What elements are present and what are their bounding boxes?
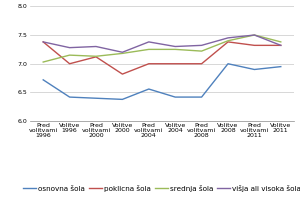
osnovna šola (226, 62, 230, 65)
poklicna šola (147, 62, 151, 65)
poklicna šola (200, 62, 203, 65)
osnovna šola (147, 88, 151, 90)
osnovna šola (41, 79, 45, 81)
osnovna šola (94, 97, 98, 99)
osnovna šola (121, 98, 124, 101)
višja ali visoka šola (253, 34, 256, 36)
Line: višja ali visoka šola: višja ali visoka šola (43, 35, 281, 52)
Line: poklicna šola: poklicna šola (43, 42, 281, 74)
poklicna šola (121, 73, 124, 75)
srednja šola (226, 40, 230, 42)
srednja šola (94, 55, 98, 57)
srednja šola (279, 41, 283, 43)
višja ali visoka šola (226, 37, 230, 39)
osnovna šola (173, 96, 177, 98)
srednja šola (200, 50, 203, 52)
poklicna šola (41, 41, 45, 43)
osnovna šola (279, 65, 283, 68)
srednja šola (147, 48, 151, 51)
Line: osnovna šola: osnovna šola (43, 64, 281, 99)
višja ali visoka šola (68, 46, 71, 49)
višja ali visoka šola (147, 41, 151, 43)
poklicna šola (94, 56, 98, 58)
Line: srednja šola: srednja šola (43, 35, 281, 62)
Legend: osnovna šola, poklicna šola, srednja šola, višja ali visoka šola: osnovna šola, poklicna šola, srednja šol… (23, 185, 300, 192)
višja ali visoka šola (200, 44, 203, 47)
srednja šola (41, 61, 45, 63)
srednja šola (68, 54, 71, 56)
višja ali visoka šola (121, 51, 124, 54)
poklicna šola (173, 62, 177, 65)
višja ali visoka šola (94, 45, 98, 48)
srednja šola (173, 48, 177, 51)
srednja šola (253, 34, 256, 36)
višja ali visoka šola (41, 41, 45, 43)
srednja šola (121, 52, 124, 55)
osnovna šola (200, 96, 203, 98)
poklicna šola (279, 44, 283, 47)
osnovna šola (253, 68, 256, 71)
višja ali visoka šola (279, 44, 283, 47)
poklicna šola (253, 44, 256, 47)
osnovna šola (68, 96, 71, 98)
višja ali visoka šola (173, 45, 177, 48)
poklicna šola (226, 41, 230, 43)
poklicna šola (68, 62, 71, 65)
